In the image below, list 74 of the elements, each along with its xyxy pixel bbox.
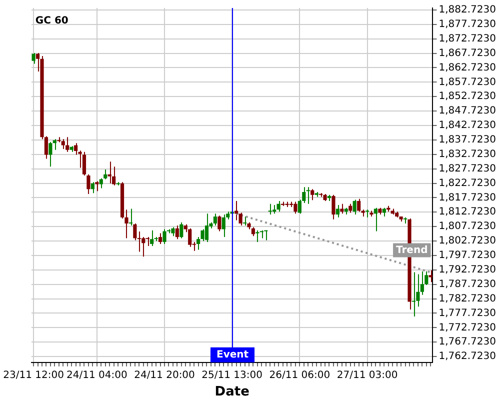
candlestick xyxy=(104,168,108,180)
candlestick xyxy=(412,272,416,317)
candlestick xyxy=(133,222,137,241)
y-tick-label: 1,802.7230 xyxy=(438,236,496,247)
candlestick xyxy=(213,213,217,226)
y-tick-label: 1,807.7230 xyxy=(438,221,496,232)
candlestick xyxy=(340,203,344,214)
y-tick-label: 1,812.7230 xyxy=(438,206,496,218)
candlestick xyxy=(256,230,260,242)
y-tick-label: 1,787.7230 xyxy=(438,278,496,290)
x-tick-label: 23/11 12:00 xyxy=(3,370,64,381)
candlestick xyxy=(264,230,268,241)
y-tick-label: 1,772.7230 xyxy=(438,322,496,334)
candlestick xyxy=(180,222,184,239)
y-tick-label: 1,782.7230 xyxy=(438,293,496,304)
y-tick-label: 1,847.7230 xyxy=(438,106,496,117)
y-tick-label: 1,837.7230 xyxy=(438,134,496,146)
candlestick xyxy=(306,186,310,204)
y-tick-label: 1,827.7230 xyxy=(438,163,496,174)
candlestick xyxy=(428,270,432,283)
y-tick-label: 1,882.7230 xyxy=(438,4,496,16)
candlestick xyxy=(357,198,361,212)
y-tick-label: 1,762.7230 xyxy=(438,351,496,362)
candlestick xyxy=(90,182,94,194)
y-tick-label: 1,817.7230 xyxy=(438,192,496,204)
candlestick xyxy=(276,200,280,212)
candlestick xyxy=(61,138,65,150)
y-tick-label: 1,832.7230 xyxy=(438,148,496,160)
candlestick xyxy=(95,180,99,192)
y-tick-label: 1,862.7230 xyxy=(438,62,496,74)
y-tick-label: 1,797.7230 xyxy=(438,250,496,262)
x-tick-label: 24/11 20:00 xyxy=(134,370,195,381)
candlestick xyxy=(374,207,378,232)
y-tick-label: 1,872.7230 xyxy=(438,33,496,44)
candlestick xyxy=(32,52,36,64)
y-tick-label: 1,877.7230 xyxy=(438,18,496,30)
candlestick xyxy=(128,208,132,226)
candlestick xyxy=(332,194,336,220)
candlestick xyxy=(86,174,90,195)
text: GC 60 xyxy=(35,16,68,27)
y-tick-label: 1,777.7230 xyxy=(438,308,496,319)
candlestick xyxy=(352,199,356,216)
candlestick xyxy=(175,224,179,240)
y-tick-label: 1,767.7230 xyxy=(438,336,496,348)
candlestick xyxy=(108,161,112,184)
x-tick-label: 25/11 13:00 xyxy=(202,370,262,381)
candlestick xyxy=(268,203,272,216)
x-tick-label: 27/11 03:00 xyxy=(336,370,398,381)
candlestick xyxy=(310,188,314,201)
candlestick xyxy=(336,204,340,218)
y-tick-label: 1,852.7230 xyxy=(438,91,496,102)
candlestick xyxy=(188,228,192,248)
candlestick xyxy=(365,209,370,218)
ref-line-label: Event xyxy=(216,349,249,360)
candlestick xyxy=(218,215,222,232)
y-tick-label: 1,822.7230 xyxy=(438,178,496,189)
y-tick-label: 1,792.7230 xyxy=(438,264,496,276)
y-tick-label: 1,867.7230 xyxy=(438,48,496,59)
y-tick-label: 1,857.7230 xyxy=(438,76,496,88)
x-tick-label: 26/11 06:00 xyxy=(269,370,330,381)
candlestick xyxy=(82,151,86,176)
candlestick xyxy=(74,142,78,156)
x-tick-label: 24/11 04:00 xyxy=(66,370,128,381)
candlestick xyxy=(162,228,166,244)
series-label: Trend xyxy=(396,244,428,256)
candlestick xyxy=(294,201,298,214)
candlestick xyxy=(158,232,162,244)
y-tick-label: 1,842.7230 xyxy=(438,120,496,132)
candlestick xyxy=(222,214,226,238)
candlestick xyxy=(204,213,209,242)
candlestick xyxy=(66,136,70,152)
candlestick xyxy=(48,142,52,168)
candlestick xyxy=(150,230,154,246)
x-axis-title: Date xyxy=(214,384,250,400)
